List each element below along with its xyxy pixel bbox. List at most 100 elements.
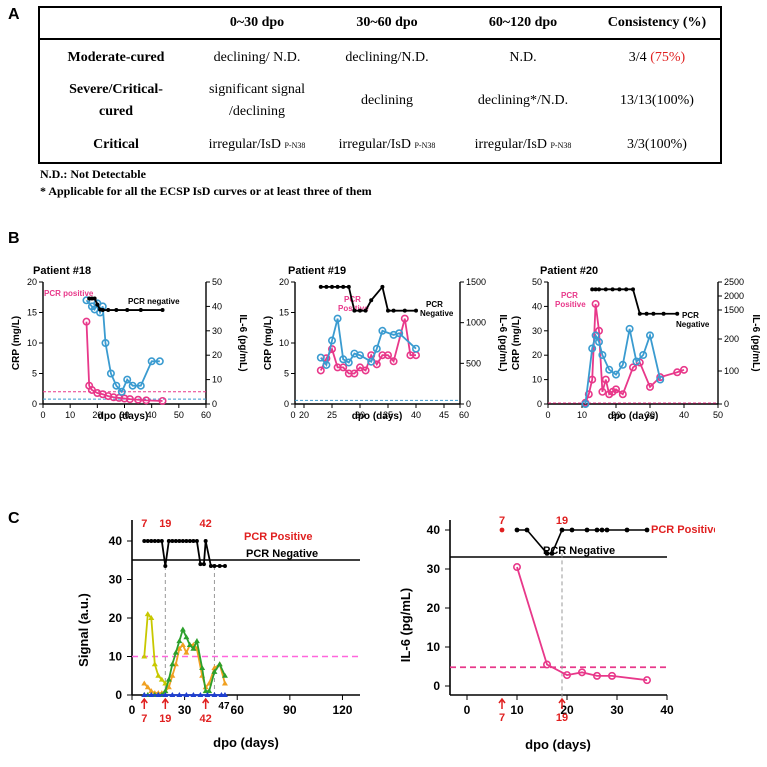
- pcr-status-point: [624, 527, 630, 533]
- pcr-status-point: [624, 287, 629, 292]
- y-axis-right-label: IL-6 (pg/mL): [750, 314, 760, 371]
- cell-text: irregular/IsD: [338, 136, 411, 152]
- crp-point: [612, 385, 621, 394]
- il6-point: [395, 329, 404, 338]
- y-tick-label: 10: [109, 650, 123, 664]
- pcr-status-point: [203, 539, 208, 543]
- y-tick-label: 20: [532, 350, 542, 360]
- il6-point: [618, 360, 627, 369]
- il6-point: [339, 355, 348, 364]
- il6-point: [612, 370, 621, 379]
- x-tick-label: 20: [611, 410, 621, 420]
- x-tick-label: 10: [65, 410, 75, 420]
- crp-point: [378, 351, 387, 360]
- pcr-status-point: [604, 527, 610, 533]
- chart-signal: 0 30 60 90 120 0 10 20 30 40 PCR Positive PCR Neg…: [76, 518, 360, 750]
- y-axis-right-label: IL-6 (pg/mL): [497, 314, 507, 371]
- y-axis-left-label: CRP (mg/L): [263, 316, 274, 370]
- consistency-table: 0~30 dpo 30~60 dpo 60~120 dpo Consistenc…: [38, 6, 722, 164]
- pcr-status-point: [524, 527, 530, 533]
- row-header: Severe/Critical-cured: [39, 75, 192, 127]
- crp-point: [134, 395, 143, 404]
- pcr-status-point: [198, 562, 203, 567]
- il6-point: [333, 314, 342, 323]
- pcr-status-point: [159, 539, 164, 543]
- pcr-status-point: [644, 311, 649, 316]
- il6-point: [588, 344, 597, 353]
- y-tick-label: 0: [32, 399, 37, 409]
- table-cell: N.D.: [509, 49, 537, 65]
- crp-point: [142, 396, 151, 405]
- crp-line: [85, 321, 163, 402]
- pcr-status-point: [187, 539, 192, 543]
- x-axis-label: dpo (days): [608, 411, 659, 422]
- signal-orange-point: [165, 684, 172, 690]
- cell-line: /declining: [229, 104, 285, 119]
- il6-line: [516, 566, 648, 682]
- table-header: Consistency (%): [594, 7, 721, 40]
- pcr-positive-label: PCR positive: [44, 289, 94, 298]
- y-tick-label: 1000: [466, 318, 486, 328]
- y-tick-label: 50: [532, 277, 542, 287]
- il6-point: [598, 351, 607, 360]
- pcr-status-point: [644, 527, 650, 533]
- x-tick-label: 40: [147, 410, 157, 420]
- day-label-47: 47: [218, 701, 230, 712]
- pcr-status-point: [675, 311, 680, 316]
- signal-orange-point: [144, 684, 151, 690]
- table-header: 30~60 dpo: [322, 7, 452, 40]
- chart-il6: 0 10 20 30 40 0 10 20 30 40 PCR Positive PCR Nega…: [398, 515, 715, 752]
- pcr-status-point: [559, 527, 565, 533]
- y-tick-label: 20: [427, 601, 441, 615]
- y-tick-label: 0: [537, 399, 542, 409]
- il6-point: [578, 668, 587, 677]
- pcr-status-point: [358, 308, 362, 313]
- signal-blue-point: [176, 692, 183, 697]
- pcr-negative-label: Negative: [676, 320, 710, 329]
- x-tick-label: 30: [645, 410, 655, 420]
- il6-point: [513, 563, 522, 572]
- crp-point: [82, 317, 91, 326]
- y-tick-label: 0: [724, 399, 729, 409]
- x-axis-label: dpo (days): [525, 737, 591, 752]
- panel-b-label: B: [8, 230, 20, 247]
- table-row: Severe/Critical-cured significant signal…: [39, 75, 721, 127]
- pcr-status-point: [341, 284, 346, 289]
- pcr-status-point: [651, 311, 656, 316]
- x-tick-label: 40: [411, 410, 421, 420]
- il6-point: [106, 369, 115, 378]
- pcr-status-point: [569, 527, 575, 533]
- il6-point: [591, 331, 600, 340]
- pcr-status-point: [549, 551, 555, 556]
- day-label-bottom: 7: [141, 713, 147, 725]
- signal-orange-point: [183, 649, 190, 655]
- note-nd: N.D.: Not Detectable: [40, 167, 146, 181]
- pcr-status-line: [517, 529, 647, 555]
- signal-green-line: [144, 627, 226, 696]
- crp-point: [389, 357, 398, 366]
- y-axis-right-label: IL-6 (pg/mL): [237, 314, 248, 371]
- pcr-status-point: [142, 539, 147, 543]
- table-header: [39, 7, 192, 40]
- crp-point: [384, 351, 393, 360]
- pcr-status-point: [152, 539, 157, 543]
- y-tick-label: 1500: [466, 277, 486, 287]
- pcr-status-point: [114, 308, 119, 313]
- x-tick-label: 30: [119, 410, 129, 420]
- pcr-status-point: [92, 296, 97, 301]
- x-tick-label: 30: [355, 410, 365, 420]
- il6-point: [632, 357, 641, 366]
- y-axis-label: Signal (a.u.): [76, 593, 91, 667]
- pcr-status-point: [610, 287, 615, 292]
- y-tick-label: 0: [433, 679, 440, 693]
- cell-text: irregular/IsD: [474, 136, 547, 152]
- crp-point: [120, 394, 129, 403]
- pcr-status-point: [106, 308, 111, 313]
- x-axis-label: dpo (days): [213, 735, 279, 750]
- pcr-status-point: [156, 539, 161, 543]
- x-tick-label: 60: [459, 410, 469, 420]
- x-tick-label: 120: [332, 703, 352, 717]
- crp-point: [158, 396, 167, 405]
- y-tick-label: 2000: [724, 291, 744, 301]
